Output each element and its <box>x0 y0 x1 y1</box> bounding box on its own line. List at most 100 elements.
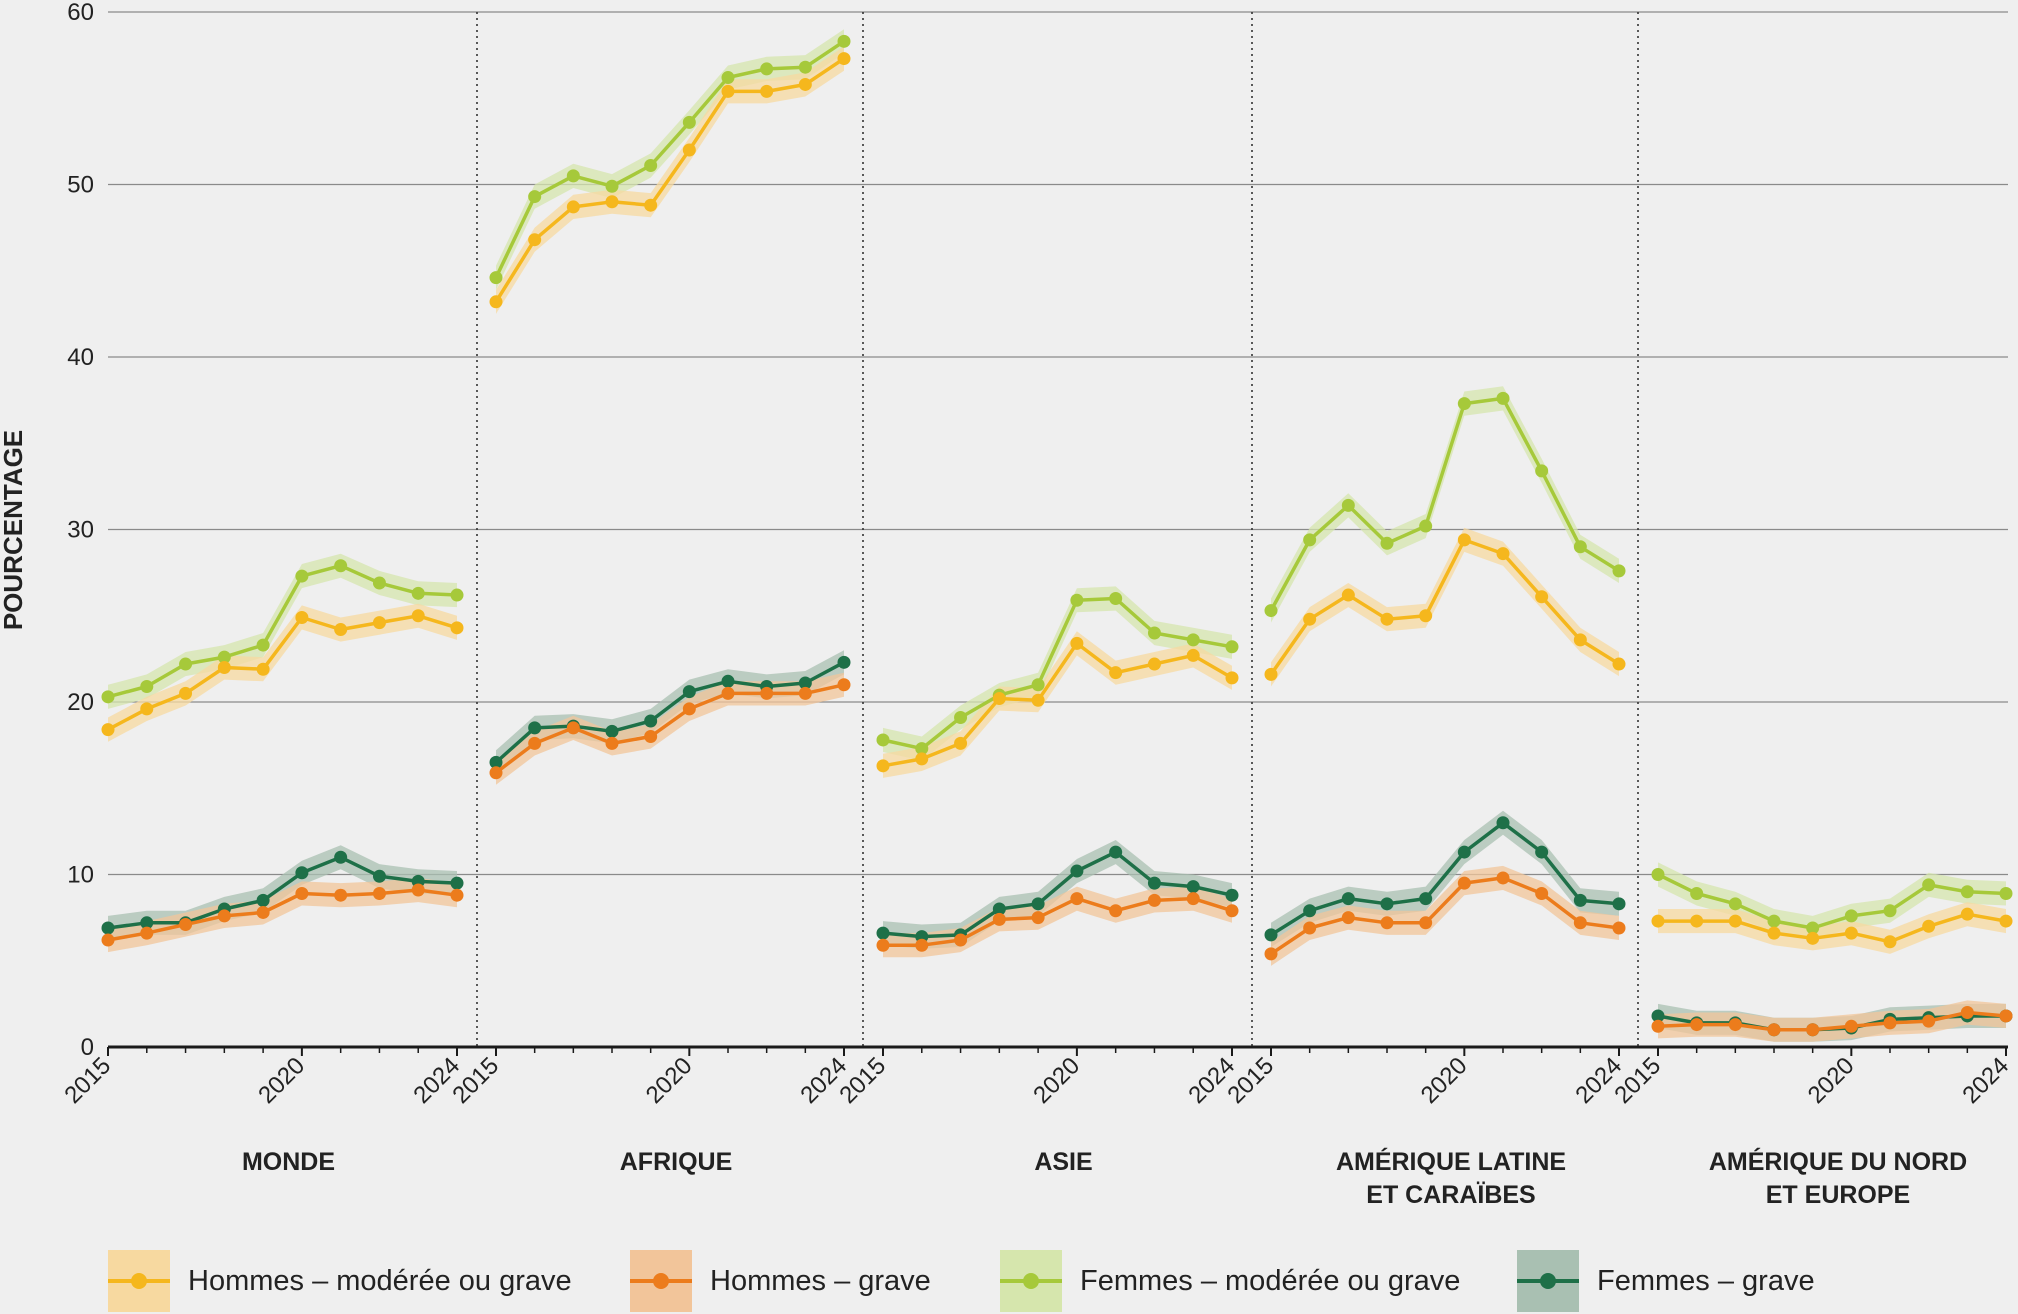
y-tick-label: 60 <box>67 0 94 26</box>
data-point-femmes_grave <box>1264 928 1278 942</box>
data-point-hommes_grave <box>1690 1018 1704 1032</box>
data-point-hommes_grave <box>1419 916 1433 930</box>
data-point-femmes_grave <box>992 902 1006 916</box>
data-point-hommes_grave <box>1070 892 1084 906</box>
data-point-hommes_mod <box>682 143 696 157</box>
data-point-femmes_mod <box>721 71 735 85</box>
data-point-hommes_grave <box>1031 911 1045 925</box>
data-point-femmes_mod <box>1070 593 1084 607</box>
data-point-hommes_grave <box>101 933 115 947</box>
series-line-femmes_grave <box>107 855 458 930</box>
data-point-hommes_mod <box>372 616 386 630</box>
data-point-hommes_grave <box>1380 916 1394 930</box>
data-point-femmes_grave <box>1109 845 1123 859</box>
x-tick-label: 2020 <box>1803 1052 1860 1109</box>
data-point-hommes_grave <box>682 702 696 716</box>
data-point-hommes_grave <box>992 912 1006 926</box>
panel-separators <box>476 12 1639 1047</box>
confidence-band-femmes_mod <box>883 586 1232 761</box>
data-point-femmes_mod <box>1728 897 1742 911</box>
data-point-femmes_grave <box>1612 897 1626 911</box>
x-tick-label: 2015 <box>1609 1052 1666 1109</box>
series-line-hommes_grave <box>883 896 1233 947</box>
data-point-hommes_grave <box>140 926 154 940</box>
data-point-hommes_grave <box>837 678 851 692</box>
data-point-femmes_mod <box>1147 626 1161 640</box>
data-point-hommes_grave <box>528 736 542 750</box>
data-point-hommes_grave <box>798 686 812 700</box>
data-point-femmes_mod <box>1806 921 1820 935</box>
legend-label: Femmes – modérée ou grave <box>1080 1264 1461 1297</box>
data-point-femmes_mod <box>876 733 890 747</box>
data-point-hommes_mod <box>1380 612 1394 626</box>
data-point-hommes_mod <box>528 233 542 247</box>
data-point-hommes_grave <box>1573 916 1587 930</box>
data-point-femmes_mod <box>528 190 542 204</box>
data-point-femmes_mod <box>1960 885 1974 899</box>
panel-title: ASIE <box>1034 1148 1092 1176</box>
data-point-femmes_mod <box>1651 868 1665 881</box>
data-point-hommes_grave <box>605 736 619 750</box>
data-point-hommes_mod <box>140 702 154 716</box>
chart-panels <box>101 29 2013 1042</box>
data-point-hommes_mod <box>1496 547 1510 561</box>
data-point-hommes_mod <box>1419 609 1433 623</box>
series-line-femmes_mod <box>882 596 1233 751</box>
legend-swatch <box>630 1250 692 1312</box>
series-line-femmes_mod <box>107 563 458 699</box>
data-point-femmes_mod <box>1612 564 1626 578</box>
legend-item-femmes_grave: Femmes – grave <box>1517 1248 1815 1314</box>
data-point-hommes_mod <box>1573 633 1587 647</box>
y-tick-label: 20 <box>67 689 94 716</box>
data-point-femmes_grave <box>1341 892 1355 906</box>
legend: Hommes – modérée ou grave Hommes – grave F… <box>0 1248 2018 1314</box>
data-point-hommes_mod <box>1186 648 1200 662</box>
series-line-hommes_grave <box>494 683 845 775</box>
data-point-femmes_mod <box>760 62 774 76</box>
data-point-hommes_mod <box>1109 666 1123 680</box>
panel <box>1264 386 1626 966</box>
data-point-femmes_grave <box>1147 876 1161 890</box>
data-point-hommes_mod <box>798 77 812 91</box>
data-point-femmes_grave <box>1225 888 1239 902</box>
panel-title-line: AMÉRIQUE LATINE <box>1336 1147 1566 1176</box>
data-point-hommes_mod <box>1225 671 1239 685</box>
data-point-hommes_mod <box>876 759 890 773</box>
data-point-femmes_mod <box>1031 678 1045 692</box>
data-point-hommes_mod <box>1264 667 1278 681</box>
data-point-femmes_mod <box>411 586 425 600</box>
data-point-femmes_mod <box>1303 533 1317 547</box>
gridlines <box>108 11 2008 876</box>
data-point-hommes_mod <box>101 723 115 737</box>
data-point-femmes_mod <box>1264 604 1278 618</box>
data-point-femmes_mod <box>489 271 503 285</box>
data-point-hommes_grave <box>721 686 735 700</box>
data-point-hommes_mod <box>1341 588 1355 602</box>
data-point-femmes_grave <box>1070 864 1084 878</box>
data-point-hommes_grave <box>256 905 270 919</box>
panel-title-line: ET EUROPE <box>1766 1181 1910 1209</box>
data-point-hommes_mod <box>605 195 619 209</box>
data-point-femmes_mod <box>1573 540 1587 554</box>
data-point-femmes_mod <box>1419 519 1433 533</box>
data-point-hommes_grave <box>1844 1019 1858 1033</box>
confidence-band-hommes_grave <box>883 886 1232 958</box>
confidence-band-femmes_grave <box>883 840 1232 949</box>
data-point-hommes_grave <box>334 888 348 902</box>
data-point-femmes_grave <box>101 921 115 935</box>
data-point-hommes_mod <box>1922 919 1936 933</box>
panel <box>489 29 851 785</box>
y-tick-label: 0 <box>81 1034 94 1061</box>
confidence-band-hommes_grave <box>1658 1000 2006 1042</box>
data-point-femmes_mod <box>1457 397 1471 411</box>
data-point-hommes_mod <box>450 621 464 635</box>
x-tick-label: 2020 <box>641 1052 698 1109</box>
data-point-femmes_mod <box>798 60 812 74</box>
data-point-femmes_mod <box>179 657 193 671</box>
x-tick-label: 2020 <box>1416 1052 1473 1109</box>
data-point-hommes_mod <box>1303 612 1317 626</box>
data-point-hommes_grave <box>1999 1009 2013 1023</box>
series-line-femmes_grave <box>882 850 1233 939</box>
data-point-femmes_mod <box>1109 592 1123 605</box>
